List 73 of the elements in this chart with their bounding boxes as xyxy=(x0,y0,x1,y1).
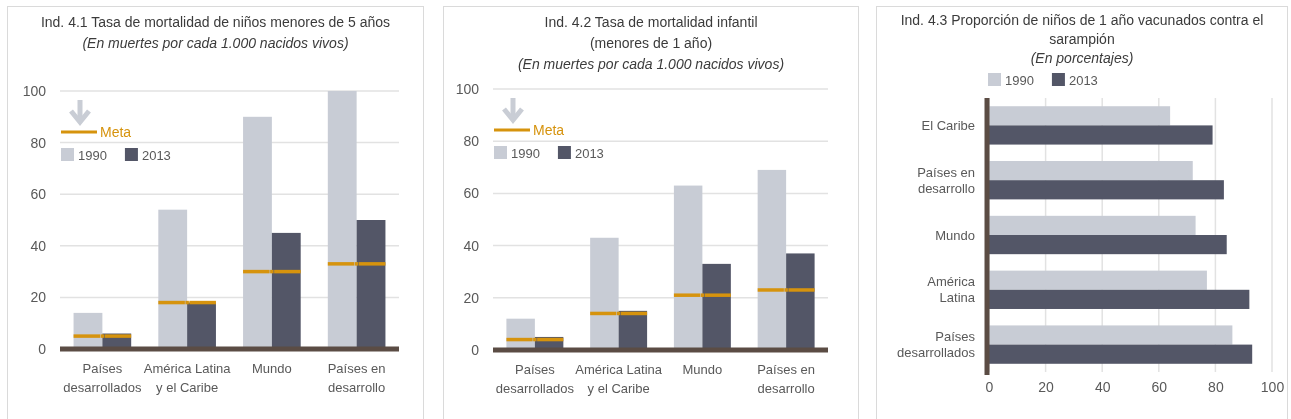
y-tick-label: 100 xyxy=(455,80,479,97)
point xyxy=(532,337,537,341)
x-tick-label: América Latina y el Caribe xyxy=(574,361,663,396)
point xyxy=(184,300,189,304)
bar xyxy=(785,252,815,350)
bar xyxy=(356,219,385,349)
bar xyxy=(988,124,1213,145)
legend-label: 2013 xyxy=(1068,72,1098,87)
chart-title: Ind. 4.1 Tasa de mortalidad de niños menores de 5 años xyxy=(40,13,390,30)
y-tick-label: 100 xyxy=(22,82,46,99)
x-tick-label: 100 xyxy=(1260,378,1284,395)
x-tick-label: Países en desarrollo xyxy=(327,360,386,395)
bar xyxy=(271,232,301,349)
bar xyxy=(988,215,1196,235)
legend-label: 1990 xyxy=(1004,72,1034,87)
bar xyxy=(988,289,1249,309)
x-tick-label: Mundo xyxy=(251,360,292,376)
x-tick-label: Países desarrollados xyxy=(62,360,142,395)
x-tick-label: Mundo xyxy=(682,361,722,377)
legend-label: 1990 xyxy=(77,147,107,162)
bar xyxy=(327,90,357,349)
bar xyxy=(673,185,702,350)
y-tick-label: El Caribe xyxy=(921,117,975,133)
x-tick-label: Países desarrollados xyxy=(495,361,574,396)
y-tick-label: 20 xyxy=(462,289,479,306)
chart-subtitle: (En muertes por cada 1.000 nacidos vivos) xyxy=(81,34,349,51)
bar xyxy=(242,116,272,349)
point xyxy=(100,333,104,338)
y-tick-label: 0 xyxy=(37,340,46,357)
bar xyxy=(757,169,786,350)
x-tick-label: 60 xyxy=(1151,378,1167,395)
bar xyxy=(988,234,1227,254)
legend-label: Meta xyxy=(532,121,564,138)
bar xyxy=(988,324,1232,345)
y-tick-label: 80 xyxy=(29,134,46,151)
bar xyxy=(988,179,1224,199)
bar xyxy=(589,237,619,350)
y-tick-label: 0 xyxy=(470,341,479,358)
legend-label: 2013 xyxy=(141,147,171,162)
x-tick-label: Países en desarrollo xyxy=(756,361,815,396)
bar xyxy=(988,270,1207,290)
y-tick-label: 80 xyxy=(462,132,479,149)
x-tick-label: 20 xyxy=(1037,378,1054,395)
y-tick-label: 20 xyxy=(29,288,46,305)
chart-subtitle: (En porcentajes) xyxy=(1030,49,1133,66)
point xyxy=(700,292,704,297)
x-tick-label: 80 xyxy=(1207,378,1224,395)
bar xyxy=(988,344,1252,364)
legend-label: 2013 xyxy=(574,145,604,160)
chart-title: Ind. 4.2 Tasa de mortalidad infantil (menores de 1 año) xyxy=(544,13,757,51)
bar xyxy=(701,263,731,350)
x-tick-label: América Latina y el Caribe xyxy=(143,360,231,395)
y-tick-label: 60 xyxy=(29,185,46,202)
bar xyxy=(157,209,187,349)
bar xyxy=(186,302,216,349)
chart-subtitle: (En muertes por cada 1.000 nacidos vivos) xyxy=(517,55,784,72)
bar xyxy=(988,160,1193,180)
legend-label: 1990 xyxy=(510,145,540,160)
x-tick-label: 0 xyxy=(985,378,994,395)
y-tick-label: América Latina xyxy=(926,273,976,305)
y-tick-label: 60 xyxy=(462,184,479,201)
point xyxy=(783,287,788,292)
y-tick-label: 40 xyxy=(462,237,479,254)
x-tick-label: 40 xyxy=(1094,378,1111,395)
bar xyxy=(988,105,1170,125)
legend-label: Meta xyxy=(99,123,131,140)
point xyxy=(354,261,358,266)
point xyxy=(269,269,274,273)
y-tick-label: Mundo xyxy=(934,227,975,242)
bar xyxy=(618,310,647,350)
y-tick-label: 40 xyxy=(29,237,46,254)
chart-title: Ind. 4.3 Proporción de niños de 1 año vacunados contra el sarampión xyxy=(900,11,1263,47)
y-tick-label: Países en desarrollo xyxy=(916,164,975,196)
